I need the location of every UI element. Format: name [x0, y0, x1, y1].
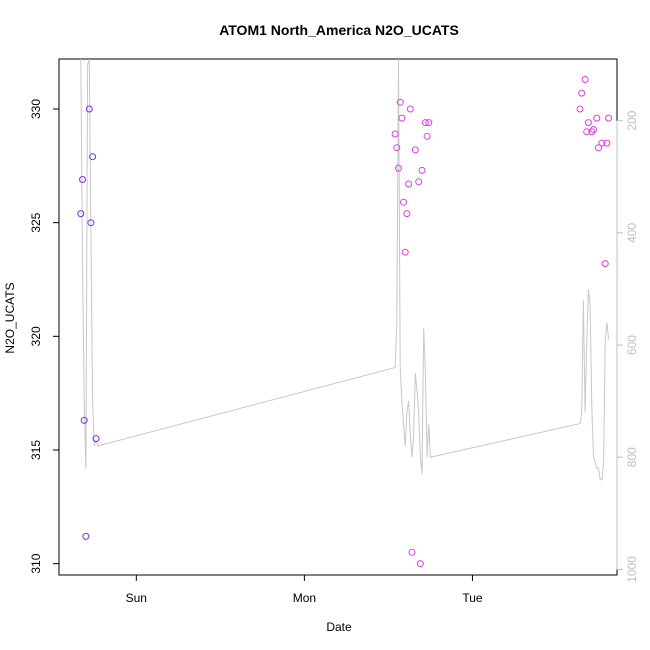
data-point: [398, 114, 406, 122]
y-tick-label: 320: [29, 326, 43, 346]
data-point: [588, 128, 596, 136]
data-point: [416, 560, 424, 568]
data-point: [391, 130, 399, 138]
data-point: [403, 210, 411, 218]
data-point: [87, 219, 95, 227]
data-point: [411, 146, 419, 154]
data-point: [581, 76, 589, 83]
data-point: [80, 416, 88, 424]
data-point: [395, 164, 402, 172]
data-point: [421, 119, 429, 127]
y-tick-label: 330: [29, 99, 43, 119]
data-point: [593, 114, 601, 122]
data-point: [605, 114, 613, 122]
right-tick-label: 200: [625, 110, 639, 130]
right-tick-label: 1000: [625, 556, 639, 583]
data-point: [423, 132, 431, 140]
right-tick-label: 800: [625, 447, 639, 467]
y-axis-label: N2O_UCATS: [3, 282, 17, 353]
data-point: [583, 128, 591, 136]
x-tick-label: Mon: [293, 591, 316, 605]
y-tick-label: 310: [29, 553, 43, 573]
data-point: [425, 119, 433, 127]
x-axis: Sun Mon Tue: [126, 575, 483, 605]
data-point: [406, 105, 414, 113]
data-point: [415, 178, 423, 186]
data-point: [598, 139, 606, 147]
x-tick-label: Tue: [462, 591, 483, 605]
data-point: [601, 260, 609, 268]
x-axis-label: Date: [326, 620, 352, 634]
pressure-line: [80, 59, 610, 481]
data-point: [82, 532, 90, 540]
y-tick-label: 325: [29, 212, 43, 232]
data-point: [85, 105, 93, 113]
pressure-line-group: [80, 59, 610, 481]
data-point: [418, 166, 426, 174]
data-point: [590, 126, 597, 133]
right-tick-label: 600: [625, 335, 639, 355]
data-point: [400, 198, 407, 206]
data-point: [405, 180, 413, 188]
data-point: [576, 105, 584, 113]
data-point: [584, 119, 592, 127]
data-point: [408, 548, 416, 556]
data-point: [595, 144, 602, 152]
right-tick-label: 400: [625, 223, 639, 243]
y-tick-label: 315: [29, 440, 43, 460]
x-tick-label: Sun: [126, 591, 147, 605]
data-point: [89, 153, 97, 161]
data-point: [401, 248, 409, 256]
data-point: [79, 176, 86, 183]
chart-title: ATOM1 North_America N2O_UCATS: [219, 22, 459, 38]
data-point: [77, 210, 85, 218]
data-point: [92, 435, 100, 443]
data-point: [603, 139, 611, 147]
data-point: [393, 144, 401, 152]
y-axis-right: 200 400 600 800 1000: [616, 110, 639, 583]
data-points: [77, 76, 613, 568]
data-point: [578, 89, 586, 97]
data-point: [396, 98, 404, 106]
y-axis-left: 310 315 320 325 330: [29, 99, 60, 574]
plot-frame: [58, 58, 618, 576]
